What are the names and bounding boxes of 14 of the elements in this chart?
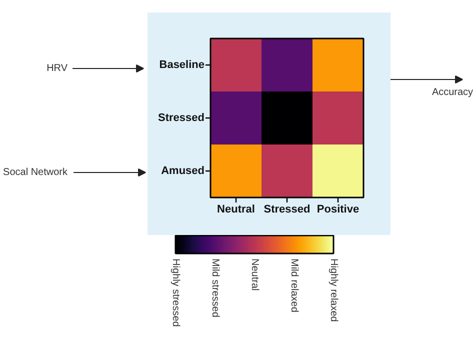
color-bar-label: Neutral: [249, 258, 260, 291]
color-bar-label: Highly relaxed: [328, 258, 339, 322]
y-tick-label: Baseline: [159, 59, 205, 71]
color-bar-label: Mild stressed: [210, 258, 220, 318]
color-bar-label: Mild relaxed: [288, 258, 300, 312]
y-tick-label: Amused: [161, 165, 205, 177]
text: Accuracy: [432, 87, 474, 98]
x-tick-label: Stressed: [264, 204, 310, 216]
text: Socal Network: [3, 167, 68, 178]
color-bar-label: Highly stressed: [170, 258, 181, 327]
x-tick-label: Positive: [316, 204, 360, 216]
x-tick-label: Neutral: [217, 204, 255, 216]
text: HRV: [46, 63, 68, 74]
y-tick-label: Stressed: [158, 112, 205, 124]
